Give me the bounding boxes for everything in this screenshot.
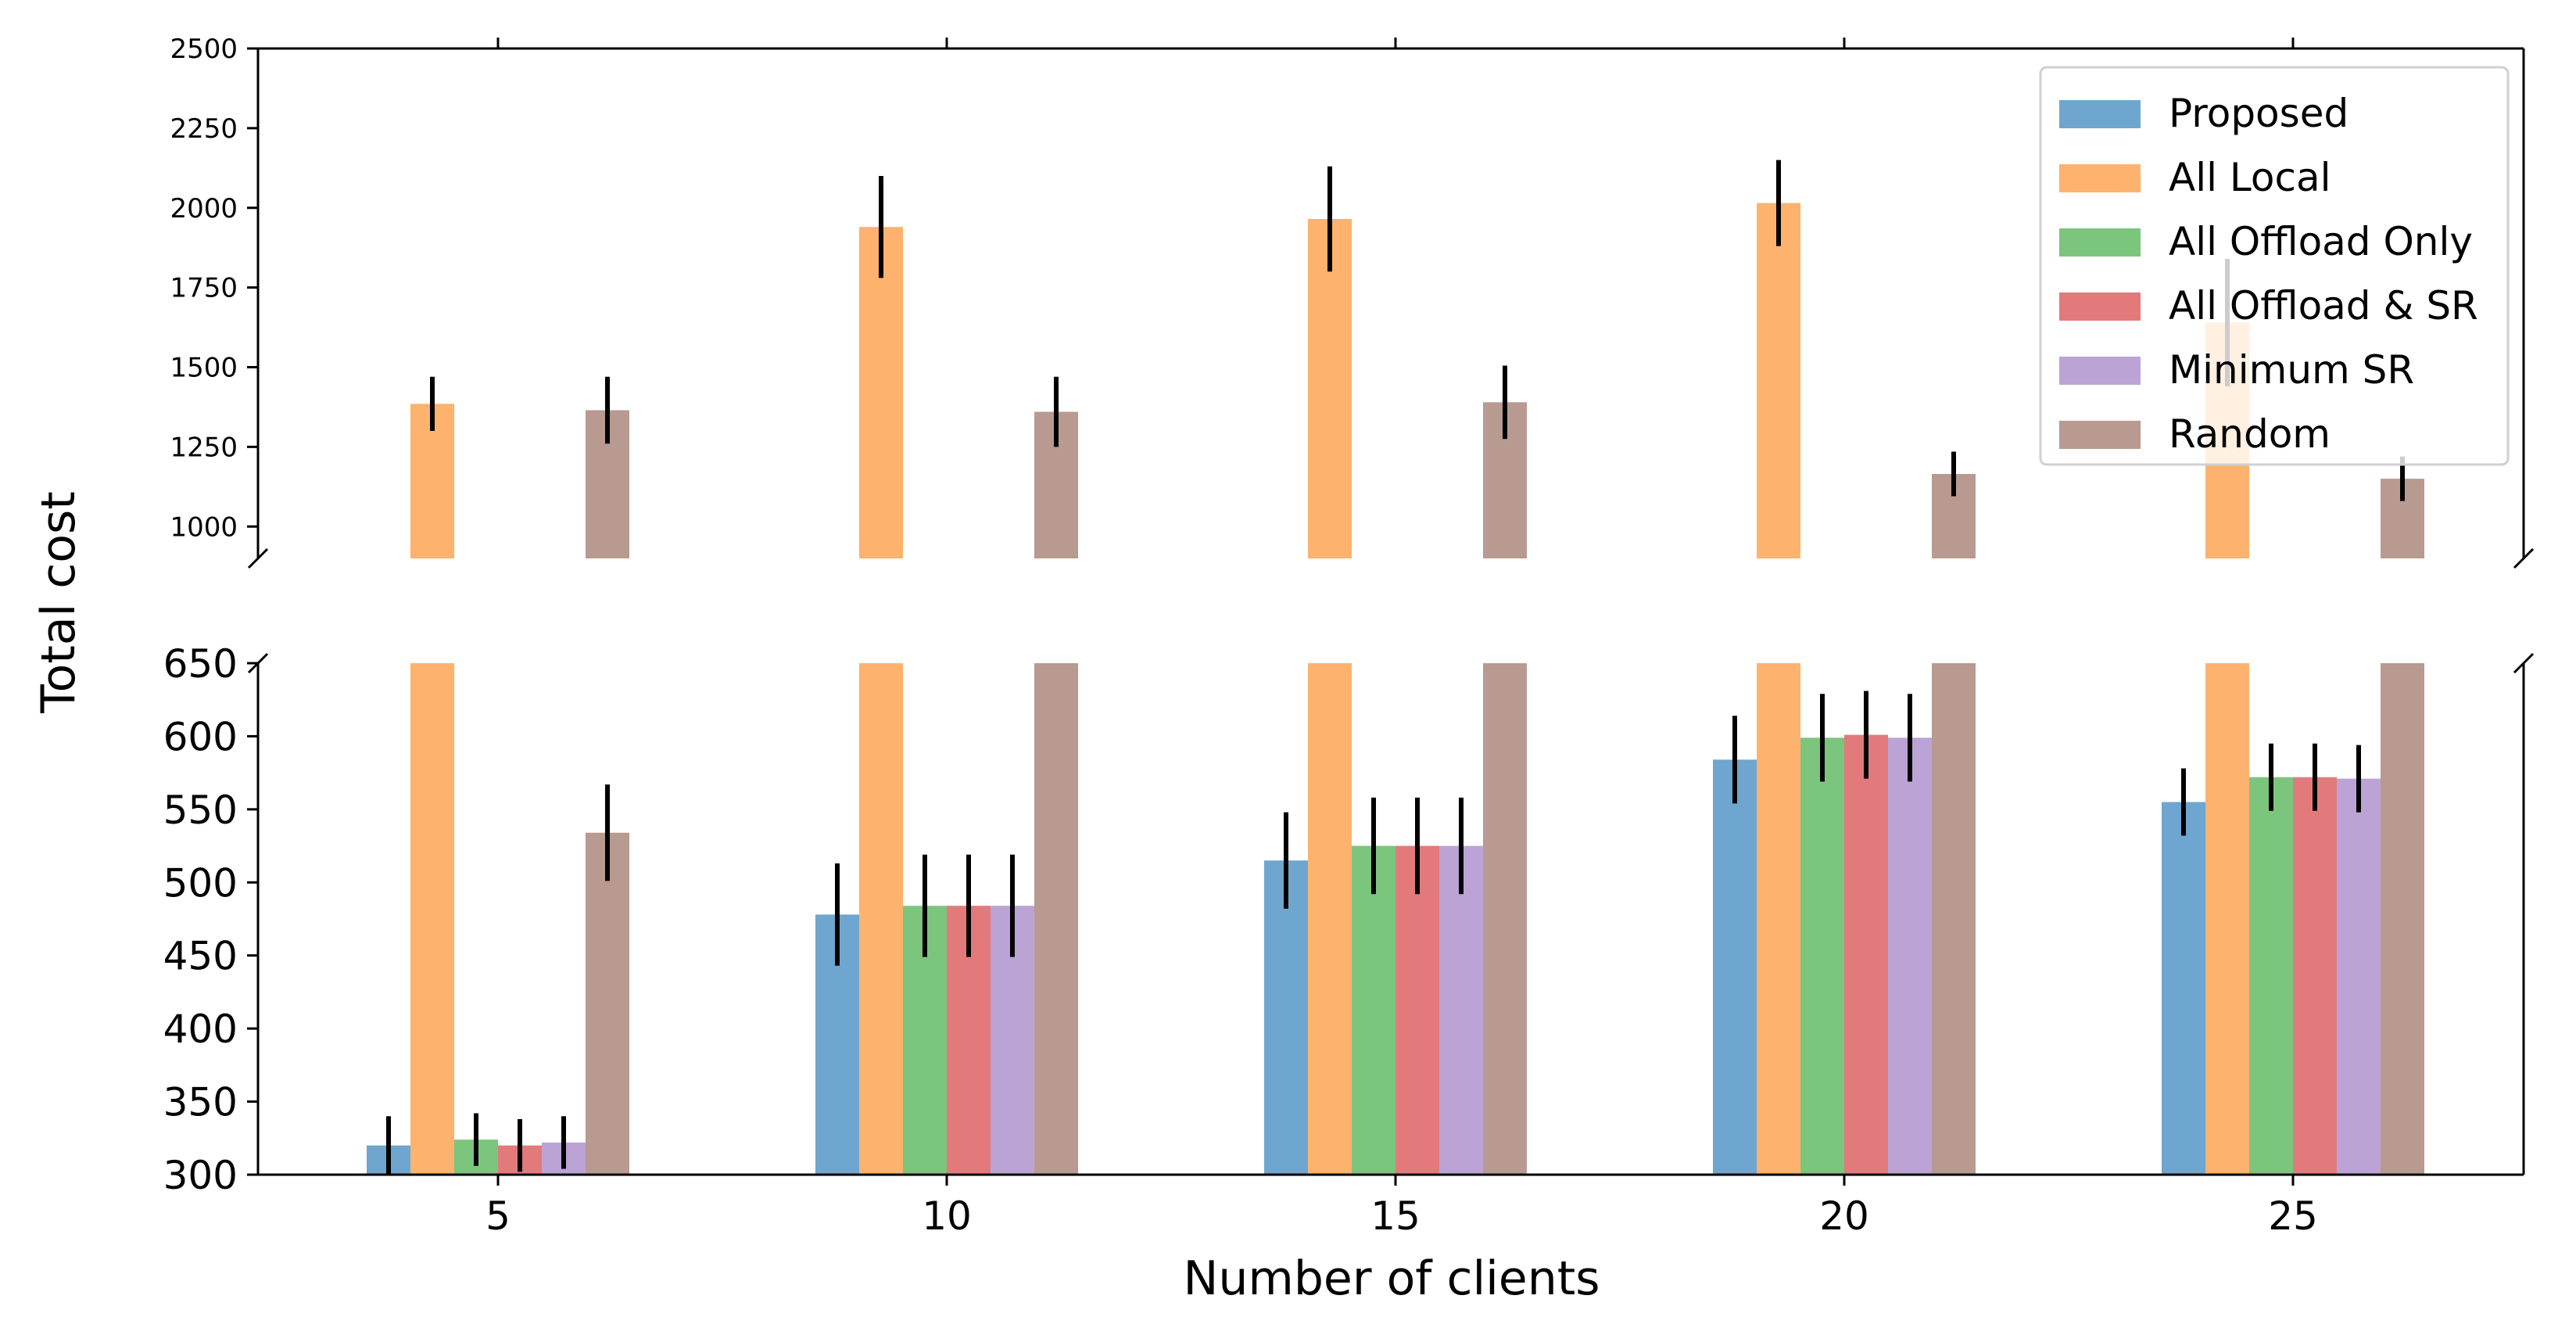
bar-all-local-20-upper — [1757, 203, 1800, 558]
legend-box — [2039, 66, 2510, 466]
bar-all-offload-and-sr-15 — [1395, 845, 1439, 1175]
upper-y-tick-label-1250: 1250 — [170, 432, 238, 463]
bar-random-10 — [1034, 663, 1078, 1175]
lower-y-tick-label-400: 400 — [163, 1007, 238, 1052]
lower-y-tick-label-300: 300 — [163, 1153, 238, 1198]
bar-all-local-15-upper — [1308, 219, 1352, 558]
break-mark-lower-right — [2513, 652, 2535, 674]
upper-y-tick-label-1000: 1000 — [170, 511, 238, 543]
bar-all-offload-only-25 — [2249, 777, 2293, 1175]
x-tick-label-20: 20 — [1819, 1193, 1869, 1239]
bar-all-offload-and-sr-25 — [2293, 777, 2337, 1175]
x-tick-label-15: 15 — [1370, 1193, 1421, 1239]
legend-swatch-random — [2059, 421, 2141, 449]
bar-proposed-15 — [1264, 860, 1308, 1175]
lower-y-tick-label-450: 450 — [163, 934, 238, 979]
legend-label-proposed: Proposed — [2169, 91, 2348, 136]
y-axis-label: Total cost — [31, 491, 86, 714]
bar-all-offload-and-sr-20 — [1844, 734, 1888, 1175]
bar-proposed-20 — [1713, 759, 1757, 1175]
bar-all-offload-only-20 — [1800, 737, 1844, 1175]
bar-all-local-10-upper — [859, 227, 903, 558]
upper-y-tick-label-1750: 1750 — [170, 273, 238, 304]
lower-y-tick-label-500: 500 — [163, 860, 238, 906]
lower-y-tick-label-350: 350 — [163, 1080, 238, 1125]
legend-swatch-all-local — [2059, 164, 2141, 192]
bar-all-local-5 — [410, 663, 454, 1175]
upper-y-tick-label-2000: 2000 — [170, 193, 238, 224]
legend-swatch-all-offload-and-sr — [2059, 292, 2141, 321]
bar-all-local-20 — [1757, 663, 1800, 1175]
lower-y-tick-label-550: 550 — [163, 788, 238, 833]
legend-swatch-proposed — [2059, 100, 2141, 128]
lower-y-tick-label-600: 600 — [163, 714, 238, 759]
bar-proposed-25 — [2162, 802, 2205, 1175]
upper-y-tick-label-2250: 2250 — [170, 113, 238, 145]
upper-y-tick-label-2500: 2500 — [170, 34, 238, 65]
legend-swatch-all-offload-only — [2059, 228, 2141, 257]
bar-random-15 — [1483, 663, 1527, 1175]
upper-y-tick-label-1500: 1500 — [170, 353, 238, 384]
bar-all-local-25 — [2205, 663, 2249, 1175]
x-axis-label: Number of clients — [1183, 1251, 1600, 1306]
bar-minimum-sr-15 — [1439, 845, 1483, 1175]
lower-y-tick-label-650: 650 — [163, 641, 238, 687]
legend-label-all-offload-only: All Offload Only — [2169, 219, 2473, 264]
bar-minimum-sr-25 — [2337, 778, 2381, 1175]
legend-label-random: Random — [2169, 411, 2331, 457]
bar-minimum-sr-20 — [1888, 737, 1932, 1175]
legend: Proposed All Local All Offload Only All Off… — [2039, 66, 2510, 466]
bar-all-local-15 — [1308, 663, 1352, 1175]
legend-label-all-local: All Local — [2169, 155, 2331, 200]
bar-random-20 — [1932, 663, 1976, 1175]
break-mark-upper-right — [2513, 547, 2535, 569]
bar-random-5 — [586, 832, 629, 1175]
legend-swatch-minimum-sr — [2059, 357, 2141, 385]
x-tick-label-10: 10 — [922, 1193, 972, 1239]
break-mark-upper-left — [247, 547, 269, 569]
x-tick-label-5: 5 — [485, 1193, 511, 1239]
bar-all-offload-only-15 — [1352, 845, 1395, 1175]
bar-random-25 — [2381, 663, 2424, 1175]
bar-all-local-10 — [859, 663, 903, 1175]
lower-panel — [367, 663, 2424, 1175]
x-tick-label-25: 25 — [2268, 1193, 2318, 1239]
legend-label-all-offload-and-sr: All Offload & SR — [2169, 283, 2478, 328]
legend-label-minimum-sr: Minimum SR — [2169, 347, 2414, 393]
axes: 1000 1250 1500 1750 2000 2250 2500 300 350 400 450… — [163, 34, 2535, 1239]
